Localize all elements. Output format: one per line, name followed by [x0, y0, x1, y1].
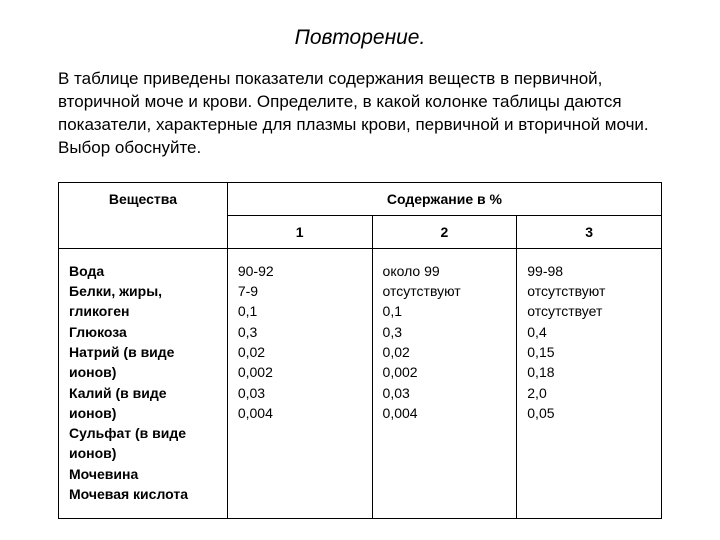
- col-label-1: 1: [227, 215, 372, 248]
- page-title: Повторение.: [58, 26, 662, 50]
- page-container: Повторение. В таблице приведены показате…: [0, 0, 720, 519]
- header-content: Содержание в %: [227, 182, 661, 215]
- col-label-2: 2: [372, 215, 517, 248]
- substances-cell: Вода Белки, жиры, гликоген Глюкоза Натри…: [59, 248, 228, 519]
- col3-cell: 99-98 отсутствуют отсутствует 0,4 0,15 0…: [517, 248, 662, 519]
- table-header-row-1: Вещества Содержание в %: [59, 182, 662, 215]
- header-substances: Вещества: [59, 182, 228, 248]
- col2-cell: около 99 отсутствуют 0,1 0,3 0,02 0,002 …: [372, 248, 517, 519]
- intro-paragraph: В таблице приведены показатели содержани…: [58, 68, 662, 160]
- col-label-3: 3: [517, 215, 662, 248]
- data-table: Вещества Содержание в % 1 2 3 Вода Белки…: [58, 182, 662, 520]
- col1-cell: 90-92 7-9 0,1 0,3 0,02 0,002 0,03 0,004: [227, 248, 372, 519]
- table-data-row: Вода Белки, жиры, гликоген Глюкоза Натри…: [59, 248, 662, 519]
